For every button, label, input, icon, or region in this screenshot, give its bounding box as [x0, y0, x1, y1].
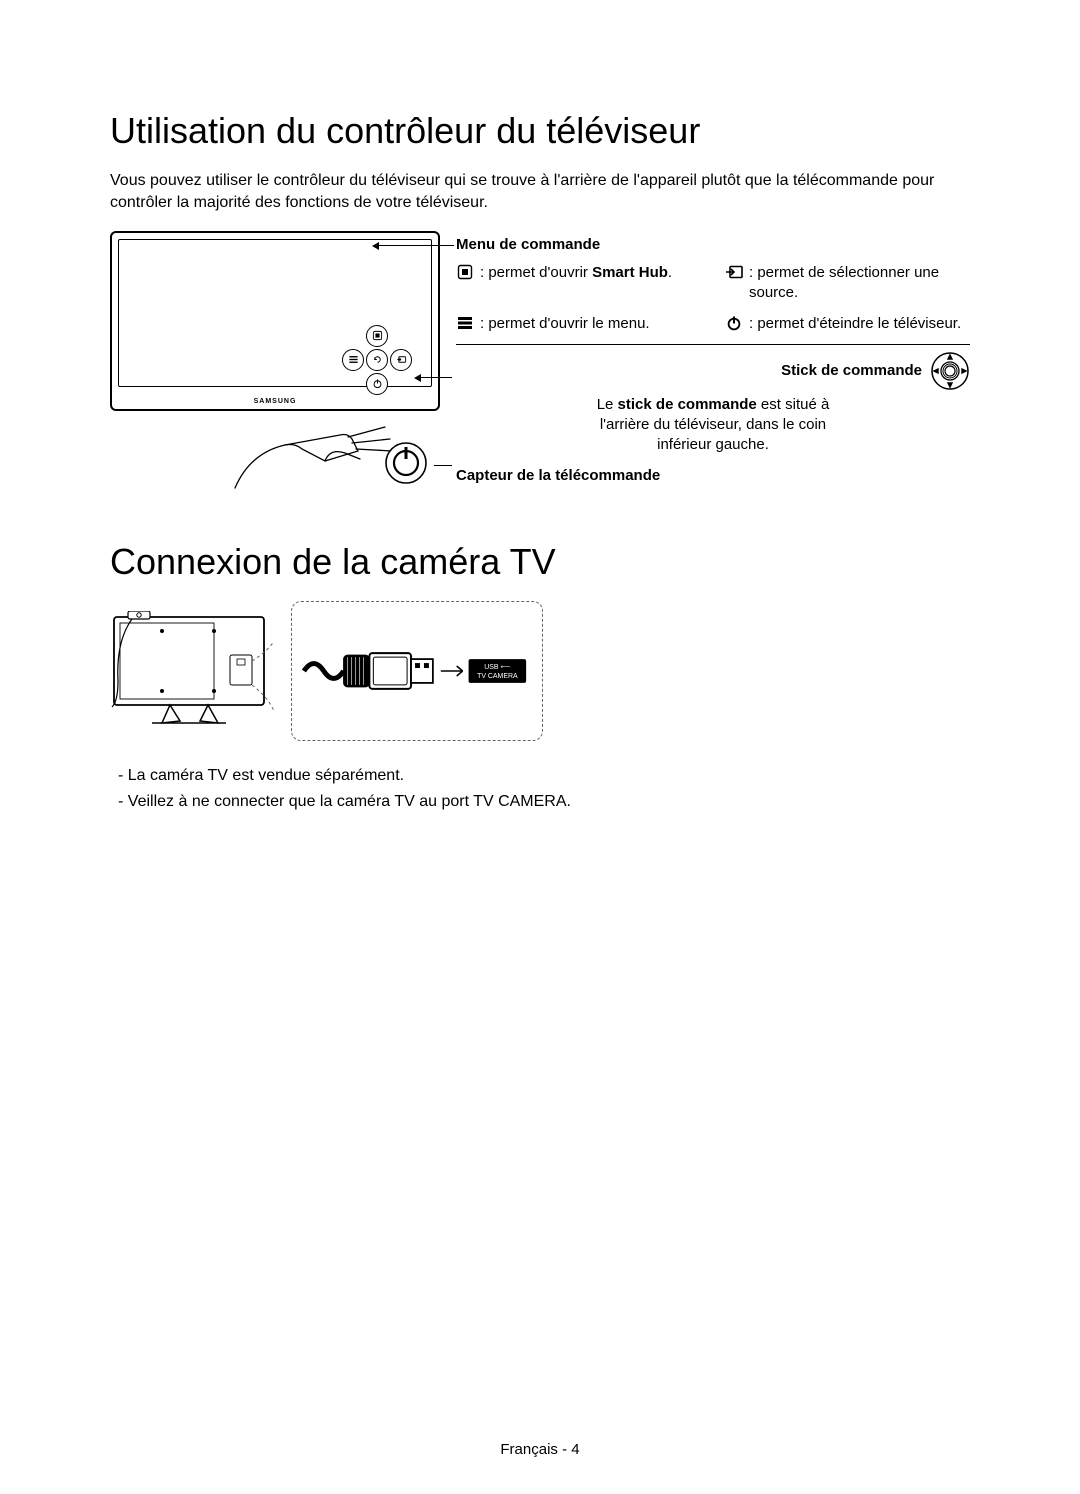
smarthub-icon — [366, 325, 388, 347]
stick-label: Stick de commande — [781, 361, 922, 381]
section2-title: Connexion de la caméra TV — [110, 541, 970, 583]
source-icon — [390, 349, 412, 371]
section1-title: Utilisation du contrôleur du téléviseur — [110, 110, 970, 152]
cmd-source: : permet de sélectionner une source. — [725, 263, 970, 304]
section1-intro: Vous pouvez utiliser le contrôleur du té… — [110, 170, 970, 215]
stick-description: Le stick de commande est situé à l'arriè… — [573, 395, 853, 456]
tv-brand: SAMSUNG — [112, 398, 438, 405]
source-icon — [725, 263, 743, 281]
camera-diagram: USB ⟵ TV CAMERA — [110, 601, 970, 741]
control-menu-diagram — [342, 325, 412, 395]
return-icon — [366, 349, 388, 371]
remote-sensor-label: Capteur de la télécommande — [456, 466, 970, 486]
cmd-power: : permet d'éteindre le téléviseur. — [725, 314, 970, 334]
remote-control-sketch — [230, 423, 430, 493]
usb-zoom-box: USB ⟵ TV CAMERA — [291, 601, 543, 741]
menu-icon — [456, 314, 474, 332]
usb-port-label-line2: TV CAMERA — [477, 673, 518, 680]
cmd-menu: : permet d'ouvrir le menu. — [456, 314, 701, 334]
tv-rear-sketch — [110, 611, 275, 731]
menu-icon — [342, 349, 364, 371]
power-icon — [725, 314, 743, 332]
smarthub-icon — [456, 263, 474, 281]
usb-port-label-line1: USB ⟵ — [484, 664, 510, 671]
cmd-smarthub: : permet d'ouvrir Smart Hub. — [456, 263, 701, 304]
power-icon — [366, 373, 388, 395]
note-item: Veillez à ne connecter que la caméra TV … — [118, 789, 970, 815]
note-item: La caméra TV est vendue séparément. — [118, 763, 970, 789]
camera-notes: La caméra TV est vendue séparément. Veil… — [110, 763, 970, 816]
page-footer: Français - 4 — [0, 1441, 1080, 1458]
control-stick-icon — [930, 351, 970, 391]
command-menu-heading: Menu de commande — [456, 235, 970, 255]
tv-frame: SAMSUNG — [110, 231, 440, 411]
controller-diagram: SAMSUNG — [110, 231, 970, 486]
